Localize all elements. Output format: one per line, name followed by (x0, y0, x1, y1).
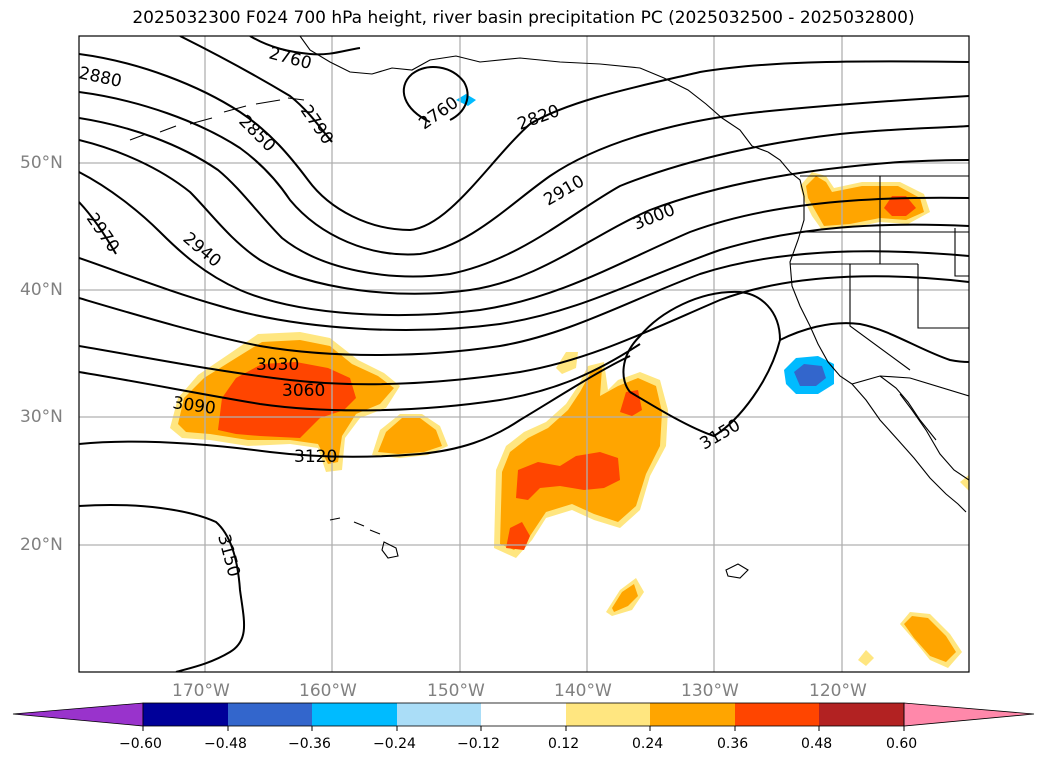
precip-area-baja-core (904, 616, 956, 662)
contour-label: 2880 (77, 63, 123, 92)
colorbar-segment (735, 703, 819, 726)
contour-2940 (79, 171, 969, 317)
contour-label: 3150 (697, 415, 744, 454)
contour-label: 3060 (282, 381, 325, 401)
contour-label: 3150 (213, 532, 244, 579)
contour-3150-south (79, 503, 246, 672)
contour-labels: 2760 2880 2790 2850 2760 2820 2910 3000 … (77, 44, 744, 580)
colorbar-segment (566, 703, 650, 726)
colorbar-tick-label: −0.60 (119, 736, 162, 752)
lon-label-130w: 130°W (681, 681, 739, 701)
colorbar-ticks (142, 726, 905, 731)
contour-3120 (79, 355, 631, 458)
colorbar (12, 702, 1035, 731)
contour-label: 3030 (256, 355, 299, 375)
lat-label-30n: 30°N (20, 407, 63, 427)
contour-3030 (79, 250, 969, 356)
colorbar-extend-high (903, 702, 1035, 727)
us-west-coast (789, 196, 853, 385)
colorbar-segment (650, 703, 735, 726)
colorbar-segment (819, 703, 904, 726)
precip-area-tiny (858, 650, 874, 666)
state-border-2 (790, 231, 911, 371)
colorbar-segment (143, 703, 228, 726)
lon-label-160w: 160°W (299, 681, 357, 701)
colorbar-segment (481, 703, 566, 726)
contour-label: 3000 (630, 200, 678, 235)
precip-area-central-max (516, 452, 620, 500)
contour-label: 2970 (82, 209, 123, 256)
contour-3090 (79, 343, 641, 412)
lat-label-50n: 50°N (20, 153, 63, 173)
contour-3150-ne (779, 322, 969, 363)
state-border-1 (850, 176, 969, 329)
alaska-coast (299, 36, 769, 153)
colorbar-tick-label: 0.36 (717, 736, 749, 752)
lon-label-140w: 140°W (554, 681, 612, 701)
colorbar-tick-label: 0.24 (632, 736, 664, 752)
colorbar-tick-label: −0.36 (288, 736, 331, 752)
baja-peninsula (851, 383, 967, 513)
colorbar-segment (312, 703, 397, 726)
precip-shading (170, 172, 969, 668)
height-contours (79, 36, 969, 672)
map-frame (78, 35, 970, 673)
contour-2760 (249, 36, 361, 56)
precip-area-small-2 (556, 352, 578, 374)
island-small (725, 563, 749, 579)
precip-area-small-1-core (378, 418, 442, 454)
contour-2880 (79, 117, 969, 278)
precip-area-small-3-core (612, 584, 638, 612)
colorbar-tick-label: 0.12 (548, 736, 580, 752)
contour-label: 3120 (294, 447, 337, 467)
mexico-mainland (899, 393, 969, 481)
contour-2910 (79, 139, 969, 295)
precip-area-west-max (218, 362, 356, 438)
map-content (79, 36, 969, 672)
lon-label-150w: 150°W (427, 681, 485, 701)
colorbar-tick-label: 0.48 (801, 736, 833, 752)
bc-coast (767, 151, 805, 197)
map-title: 2025032300 F024 700 hPa height, river ba… (132, 8, 915, 28)
colorbar-outline (142, 702, 905, 727)
contour-2760-low (402, 66, 469, 123)
mexico-border (851, 375, 969, 397)
contour-3150-east (622, 290, 782, 438)
colorbar-extend-low (12, 702, 144, 727)
contour-2850 (79, 91, 969, 256)
contour-label: 2760 (267, 44, 314, 75)
contour-3000 (79, 223, 969, 331)
contour-2820 (79, 53, 969, 232)
hawaii-islands (329, 517, 399, 559)
lat-label-20n: 20°N (20, 535, 63, 555)
lon-label-170w: 170°W (172, 681, 230, 701)
neg-area-socal-core (794, 364, 826, 386)
lat-label-40n: 40°N (20, 280, 63, 300)
gulf-of-california (879, 375, 937, 441)
colorbar-tick-label: 0.60 (886, 736, 918, 752)
precip-area-central-max2 (506, 522, 530, 550)
precip-area-pnw-max (884, 196, 916, 216)
colorbar-segment (228, 703, 312, 726)
contour-2790 (179, 36, 333, 143)
colorbar-tick-label: −0.24 (373, 736, 416, 752)
lon-label-120w: 120°W (809, 681, 867, 701)
negative-shading (456, 94, 834, 394)
colorbar-tick-label: −0.48 (204, 736, 247, 752)
contour-label: 2760 (415, 93, 462, 134)
colorbar-tick-label: −0.12 (457, 736, 500, 752)
contour-2970 (79, 201, 117, 255)
contour-label: 2940 (179, 229, 225, 272)
contour-3060 (79, 275, 969, 386)
colorbar-segment (397, 703, 481, 726)
contour-label: 2820 (515, 101, 562, 135)
